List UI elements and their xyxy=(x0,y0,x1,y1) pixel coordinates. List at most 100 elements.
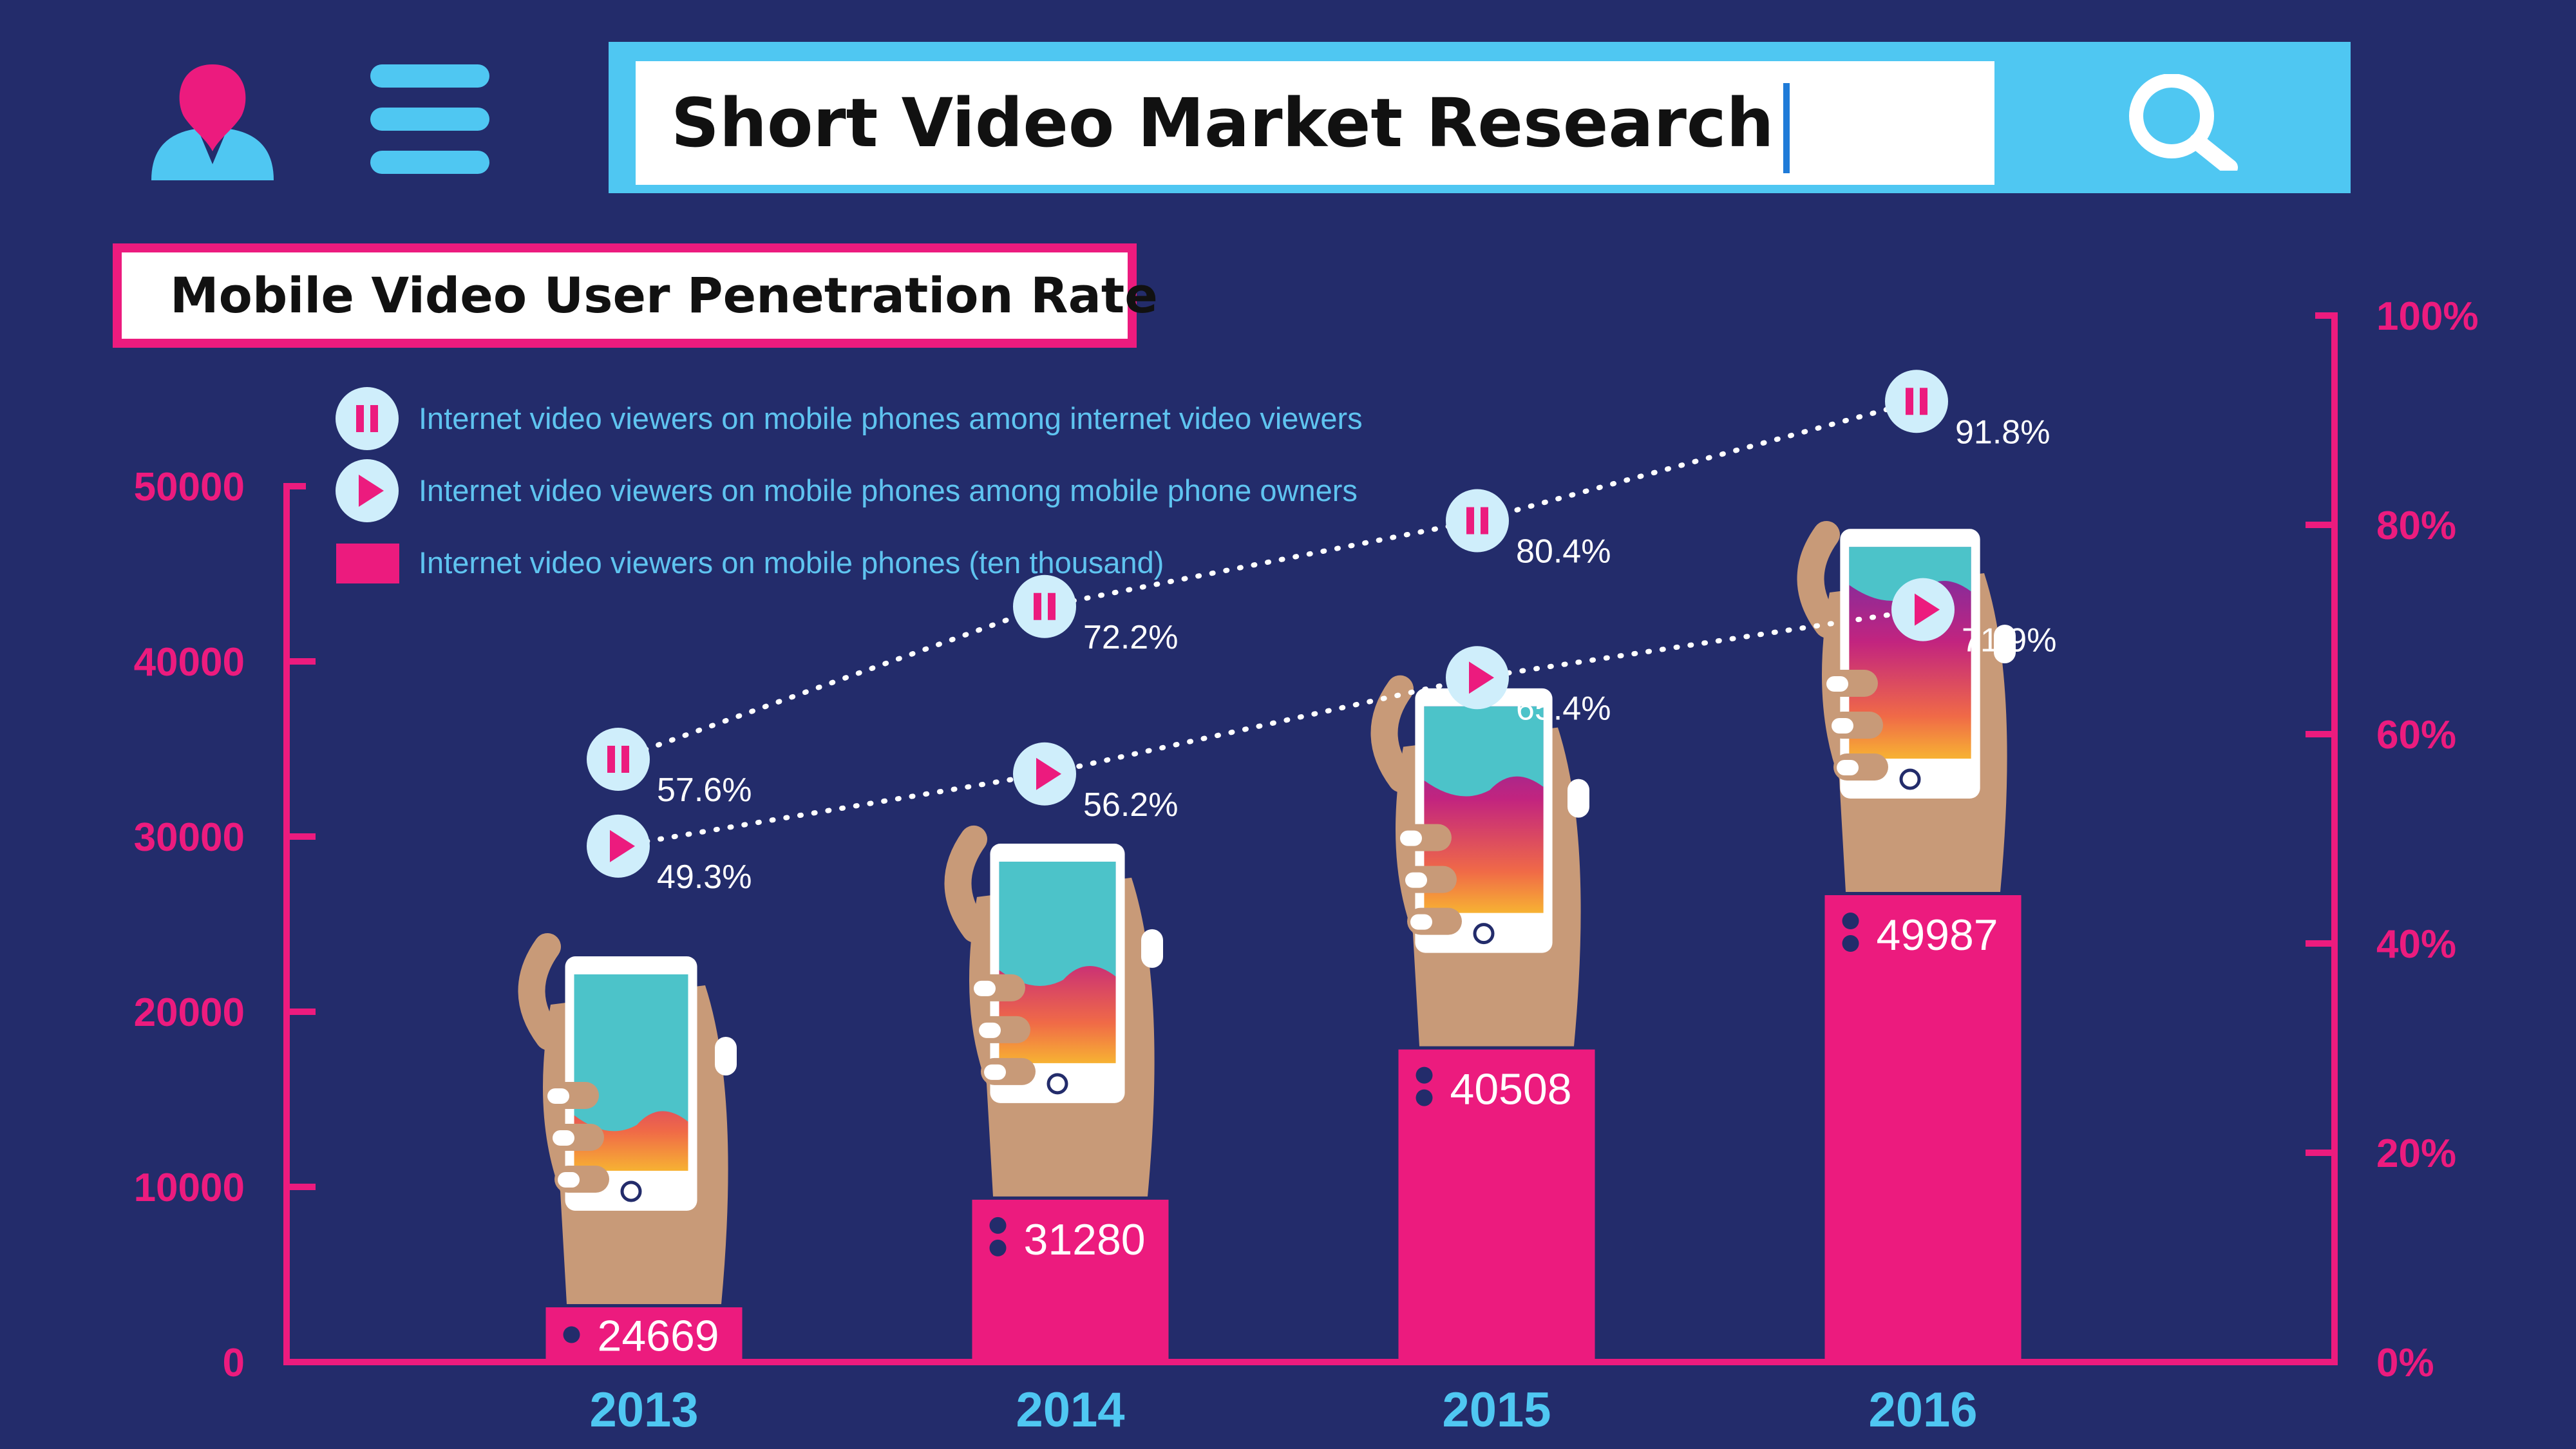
series-value-label: 57.6% xyxy=(657,772,752,809)
series-value-label: 91.8% xyxy=(1955,413,2050,451)
hands-holding-phones xyxy=(518,521,2016,1304)
fingernail xyxy=(1832,718,1853,734)
search-input[interactable]: Short Video Market Research xyxy=(636,61,1994,185)
hand-phone xyxy=(944,825,1163,1197)
marker-circle xyxy=(1013,574,1076,638)
play-triangle xyxy=(610,829,635,862)
play-triangle xyxy=(1469,661,1494,694)
phone-screen-teal xyxy=(1849,547,1971,601)
play-triangle xyxy=(1036,757,1061,790)
right-tick-label: 20% xyxy=(2376,1132,2456,1176)
search-input-value: Short Video Market Research xyxy=(671,84,1774,162)
bar-dot xyxy=(989,1239,1007,1256)
bars: 24669 31280 40508 49987 xyxy=(545,895,2022,1362)
bar xyxy=(1824,895,2022,1362)
fingernail xyxy=(1405,872,1427,888)
home-button xyxy=(1899,768,1921,790)
marker-circle xyxy=(1446,489,1509,553)
hand-phone xyxy=(518,933,737,1304)
search-icon xyxy=(2129,74,2238,171)
thumb xyxy=(944,825,989,943)
play-triangle xyxy=(1915,593,1940,626)
legend-label: Internet video viewers on mobile phones … xyxy=(419,401,1363,435)
pause-bar xyxy=(1034,592,1041,620)
home-button xyxy=(620,1180,642,1202)
home-button xyxy=(1473,923,1495,945)
pause-bar xyxy=(607,746,615,773)
legend-item-bar: Internet video viewers on mobile phones … xyxy=(335,531,1164,595)
fingernail xyxy=(974,980,996,996)
fingernail xyxy=(1400,830,1422,846)
menu-icon[interactable] xyxy=(370,64,489,174)
bar-dot xyxy=(1842,935,1859,952)
bar-dot xyxy=(989,1217,1007,1234)
phone-screen-teal xyxy=(574,974,688,1132)
hand-phone xyxy=(1370,675,1589,1046)
right-tick-label: 60% xyxy=(2376,713,2456,757)
fingernail xyxy=(979,1022,1001,1038)
fingernail xyxy=(547,1088,569,1104)
phone-screen-teal xyxy=(999,861,1116,986)
series-value-label: 49.3% xyxy=(657,858,752,896)
series-value-label: 71.9% xyxy=(1962,622,2056,659)
pause-bar xyxy=(1048,592,1056,620)
bar-swatch xyxy=(336,544,401,583)
chart-title: Mobile Video User Penetration Rate xyxy=(122,252,1158,339)
bar-dot xyxy=(1842,913,1859,929)
legend-label: Internet video viewers on mobile phones … xyxy=(419,545,1164,580)
x-tick-label: 2013 xyxy=(589,1383,698,1437)
left-tick-label: 30000 xyxy=(134,815,245,860)
series-value-label: 65.4% xyxy=(1516,690,1611,727)
home-button xyxy=(1046,1073,1068,1095)
series-value-label: 80.4% xyxy=(1516,533,1611,571)
x-tick-label: 2014 xyxy=(1016,1383,1124,1437)
fingernail xyxy=(1837,760,1859,775)
fingernail xyxy=(553,1130,574,1146)
axis-lines xyxy=(283,312,2338,1365)
series-value-label: 56.2% xyxy=(1083,786,1178,824)
pause-icon xyxy=(1885,370,1948,433)
fingernail xyxy=(1826,676,1848,692)
marker-circle xyxy=(1885,370,1948,433)
series-value-label: 72.2% xyxy=(1083,619,1178,656)
play-icon xyxy=(1446,646,1509,710)
fingernail xyxy=(558,1172,580,1188)
pause-bar xyxy=(621,746,629,773)
bar-value-label: 24669 xyxy=(598,1312,719,1361)
thumb xyxy=(1370,675,1415,793)
pause-icon xyxy=(1013,574,1076,638)
pause-icon xyxy=(587,728,650,791)
search-bar: Short Video Market Research xyxy=(609,42,2351,193)
pause-icon xyxy=(336,387,399,450)
series-line xyxy=(616,399,1919,762)
x-tick-label: 2015 xyxy=(1442,1383,1551,1437)
bar-dot xyxy=(563,1326,580,1343)
left-tick-label: 50000 xyxy=(134,465,245,509)
play-icon xyxy=(1013,742,1076,806)
search-button[interactable] xyxy=(2017,61,2339,185)
left-tick-label: 10000 xyxy=(134,1166,245,1210)
fingernail xyxy=(1567,779,1589,818)
marker-circle xyxy=(587,728,650,791)
fingernail xyxy=(1410,914,1432,930)
phone-screen-teal xyxy=(1424,706,1544,797)
chart-title-box: Mobile Video User Penetration Rate xyxy=(113,243,1158,348)
left-tick-label: 40000 xyxy=(134,640,245,685)
bar-value-label: 31280 xyxy=(1024,1215,1146,1264)
text-caret xyxy=(1783,82,1790,173)
legend-label: Internet video viewers on mobile phones … xyxy=(419,473,1358,507)
x-tick-label: 2016 xyxy=(1868,1383,1977,1437)
user-icon[interactable] xyxy=(145,61,280,184)
axes: 0 10000 20000 30000 40000 50000 0% 20% 40% 60% 80%… xyxy=(134,294,2479,1437)
fingernail xyxy=(984,1064,1006,1080)
play-icon xyxy=(1891,578,1955,641)
series-lines: 57.6% 72.2% 80.4% 91.8% 49.3% 56.2% 65.4% 71.9% xyxy=(587,370,2056,896)
pause-icon xyxy=(1446,489,1509,553)
bar-dot xyxy=(1416,1066,1433,1084)
left-tick-label: 20000 xyxy=(134,990,245,1035)
right-tick-label: 40% xyxy=(2376,922,2456,967)
fingernail xyxy=(1141,929,1163,968)
fingernail xyxy=(715,1037,737,1075)
